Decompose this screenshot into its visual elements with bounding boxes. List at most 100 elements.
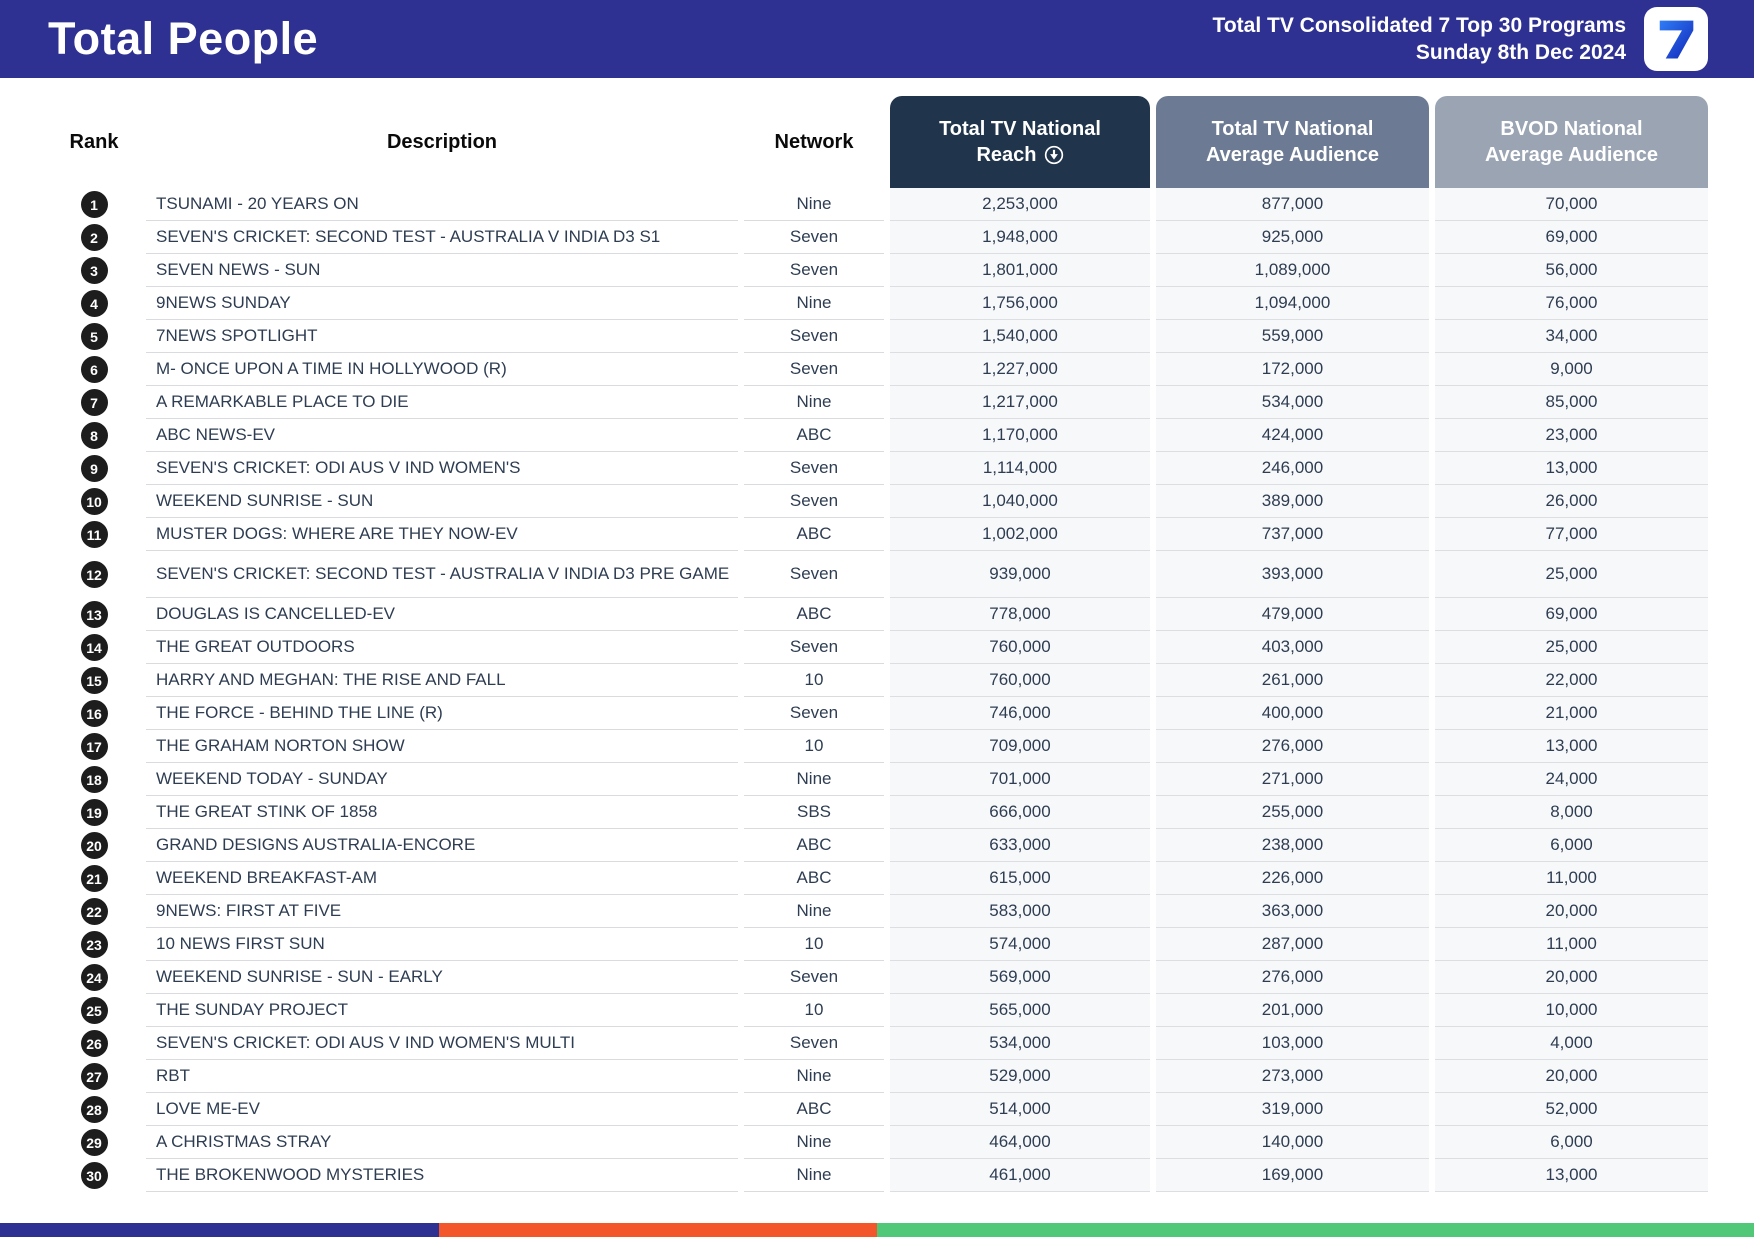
description-cell: WEEKEND SUNRISE - SUN <box>146 485 738 518</box>
rank-cell: 22 <box>48 895 140 928</box>
table-row: 14 THE GREAT OUTDOORS Seven 760,000 403,000 2… <box>48 631 1708 664</box>
avg-audience-cell: 389,000 <box>1156 485 1429 518</box>
description-cell: SEVEN'S CRICKET: SECOND TEST - AUSTRALIA… <box>146 551 738 598</box>
description-cell: 7NEWS SPOTLIGHT <box>146 320 738 353</box>
network-cell: 10 <box>744 664 884 697</box>
reach-cell: 2,253,000 <box>890 188 1150 221</box>
rank-badge: 17 <box>80 733 108 760</box>
rank-cell: 25 <box>48 994 140 1027</box>
reach-cell: 778,000 <box>890 598 1150 631</box>
reach-cell: 1,801,000 <box>890 254 1150 287</box>
rank-badge: 10 <box>80 488 108 515</box>
description-cell: WEEKEND SUNRISE - SUN - EARLY <box>146 961 738 994</box>
description-cell: 9NEWS SUNDAY <box>146 287 738 320</box>
table-row: 13 DOUGLAS IS CANCELLED-EV ABC 778,000 479,0… <box>48 598 1708 631</box>
rank-badge: 11 <box>80 521 108 548</box>
reach-header-line1: Total TV National <box>939 118 1101 140</box>
reach-header-line2: Reach <box>976 144 1037 166</box>
rank-badge: 7 <box>80 389 108 416</box>
reach-cell: 760,000 <box>890 664 1150 697</box>
avg-audience-cell: 479,000 <box>1156 598 1429 631</box>
bvod-cell: 6,000 <box>1435 829 1708 862</box>
reach-cell: 461,000 <box>890 1159 1150 1192</box>
table-row: 2 SEVEN'S CRICKET: SECOND TEST - AUSTRALI… <box>48 221 1708 254</box>
network-cell: ABC <box>744 1093 884 1126</box>
network-cell: Seven <box>744 551 884 598</box>
bvod-cell: 4,000 <box>1435 1027 1708 1060</box>
green-segment <box>877 1223 1754 1237</box>
rank-cell: 20 <box>48 829 140 862</box>
bvod-cell: 56,000 <box>1435 254 1708 287</box>
avg-audience-cell: 393,000 <box>1156 551 1429 598</box>
avg-audience-cell: 400,000 <box>1156 697 1429 730</box>
rank-badge: 30 <box>80 1162 108 1189</box>
reach-cell: 1,040,000 <box>890 485 1150 518</box>
table-row: 25 THE SUNDAY PROJECT 10 565,000 201,000 10,0… <box>48 994 1708 1027</box>
network-cell: 10 <box>744 994 884 1027</box>
network-cell: Nine <box>744 1126 884 1159</box>
network-cell: Nine <box>744 188 884 221</box>
table-body: 1 TSUNAMI - 20 YEARS ON Nine 2,253,000 877,0… <box>48 188 1708 1192</box>
bvod-column-header[interactable]: BVOD National Average Audience <box>1435 96 1708 188</box>
rank-badge: 12 <box>80 561 108 588</box>
reach-cell: 709,000 <box>890 730 1150 763</box>
reach-cell: 1,114,000 <box>890 452 1150 485</box>
description-cell: A CHRISTMAS STRAY <box>146 1126 738 1159</box>
description-cell: LOVE ME-EV <box>146 1093 738 1126</box>
seven-network-7-icon <box>1659 20 1694 59</box>
avg-audience-cell: 226,000 <box>1156 862 1429 895</box>
rank-badge: 26 <box>80 1030 108 1057</box>
reach-cell: 514,000 <box>890 1093 1150 1126</box>
navy-segment <box>0 1223 439 1237</box>
avg-audience-cell: 201,000 <box>1156 994 1429 1027</box>
reach-cell: 583,000 <box>890 895 1150 928</box>
table-row: 7 A REMARKABLE PLACE TO DIE Nine 1,217,000 5… <box>48 386 1708 419</box>
network-cell: Seven <box>744 485 884 518</box>
table-row: 16 THE FORCE - BEHIND THE LINE (R) Seven 74… <box>48 697 1708 730</box>
bvod-cell: 26,000 <box>1435 485 1708 518</box>
bvod-cell: 21,000 <box>1435 697 1708 730</box>
reach-cell: 615,000 <box>890 862 1150 895</box>
orange-segment <box>438 1223 877 1237</box>
rank-cell: 30 <box>48 1159 140 1192</box>
bvod-cell: 70,000 <box>1435 188 1708 221</box>
table-row: 26 SEVEN'S CRICKET: ODI AUS V IND WOMEN'S… <box>48 1027 1708 1060</box>
reach-column-header[interactable]: Total TV National Reach <box>890 96 1150 188</box>
reach-cell: 701,000 <box>890 763 1150 796</box>
network-cell: Nine <box>744 1159 884 1192</box>
description-cell: 10 NEWS FIRST SUN <box>146 928 738 961</box>
network-column-header: Network <box>774 130 854 153</box>
description-cell: GRAND DESIGNS AUSTRALIA-ENCORE <box>146 829 738 862</box>
bvod-cell: 20,000 <box>1435 1060 1708 1093</box>
avg-audience-cell: 319,000 <box>1156 1093 1429 1126</box>
avg-audience-cell: 271,000 <box>1156 763 1429 796</box>
avg-audience-cell: 276,000 <box>1156 961 1429 994</box>
rank-cell: 18 <box>48 763 140 796</box>
avg-audience-cell: 261,000 <box>1156 664 1429 697</box>
avg-audience-cell: 172,000 <box>1156 353 1429 386</box>
rank-cell: 4 <box>48 287 140 320</box>
reach-cell: 574,000 <box>890 928 1150 961</box>
bvod-cell: 13,000 <box>1435 730 1708 763</box>
description-cell: DOUGLAS IS CANCELLED-EV <box>146 598 738 631</box>
rank-cell: 11 <box>48 518 140 551</box>
rank-cell: 15 <box>48 664 140 697</box>
rank-cell: 8 <box>48 419 140 452</box>
description-cell: SEVEN'S CRICKET: ODI AUS V IND WOMEN'S M… <box>146 1027 738 1060</box>
description-cell: THE SUNDAY PROJECT <box>146 994 738 1027</box>
network-cell: Nine <box>744 763 884 796</box>
reach-cell: 1,217,000 <box>890 386 1150 419</box>
bvod-cell: 77,000 <box>1435 518 1708 551</box>
bvod-cell: 11,000 <box>1435 928 1708 961</box>
bvod-cell: 34,000 <box>1435 320 1708 353</box>
reach-cell: 565,000 <box>890 994 1150 1027</box>
top30-table: Rank Description Network Total TV Nation… <box>48 96 1708 1192</box>
rank-badge: 25 <box>80 997 108 1024</box>
rank-badge: 9 <box>80 455 108 482</box>
rank-cell: 16 <box>48 697 140 730</box>
bvod-cell: 25,000 <box>1435 631 1708 664</box>
description-cell: ABC NEWS-EV <box>146 419 738 452</box>
avg-audience-column-header[interactable]: Total TV National Average Audience <box>1156 96 1429 188</box>
table-row: 24 WEEKEND SUNRISE - SUN - EARLY Seven 569,… <box>48 961 1708 994</box>
avg-audience-cell: 559,000 <box>1156 320 1429 353</box>
